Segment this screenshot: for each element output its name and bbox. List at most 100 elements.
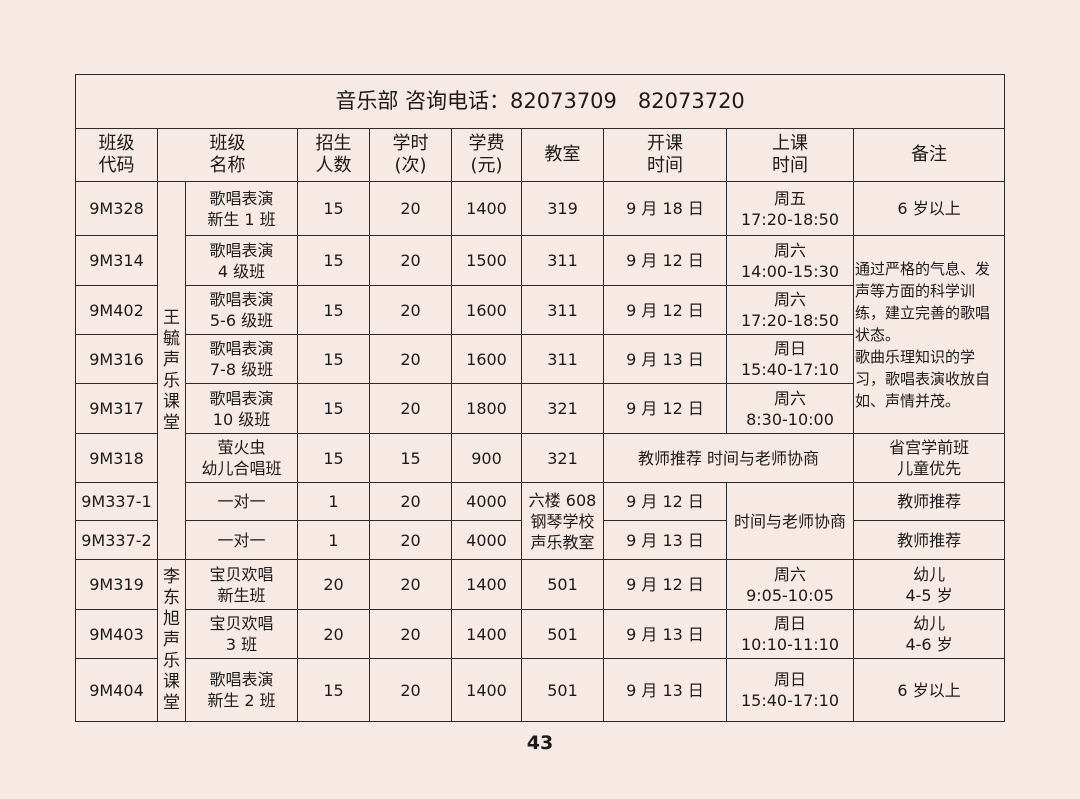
cell-count: 20 — [297, 559, 370, 610]
cell-start: 9 月 12 日 — [603, 235, 727, 286]
cell-room: 311 — [521, 285, 604, 335]
cell-time: 周日 10:10-11:10 — [726, 609, 854, 659]
cell-hours: 20 — [369, 334, 452, 384]
cell-start: 9 月 13 日 — [603, 334, 727, 384]
cell-room: 六楼 608 钢琴学校 声乐教室 — [521, 482, 604, 560]
table-title: 音乐部 咨询电话：82073709 82073720 — [74, 74, 1006, 129]
cell-fee: 900 — [451, 433, 522, 483]
cell-room: 319 — [521, 181, 604, 236]
cell-name: 歌唱表演 新生 2 班 — [185, 658, 298, 722]
cell-start: 9 月 12 日 — [603, 285, 727, 335]
cell-note: 幼儿 4-5 岁 — [852, 559, 1006, 610]
cell-name: 一对一 — [185, 520, 298, 560]
cell-time: 周五 17:20-18:50 — [726, 181, 854, 236]
header-fee: 学费 (元) — [451, 128, 522, 182]
cell-name: 宝贝欢唱 新生班 — [185, 559, 298, 610]
cell-name: 一对一 — [185, 482, 298, 521]
cell-note: 6 岁以上 — [852, 181, 1006, 236]
cell-time: 周日 15:40-17:10 — [726, 658, 854, 722]
cell-fee: 1400 — [451, 559, 522, 610]
cell-name: 宝贝欢唱 3 班 — [185, 609, 298, 659]
teacher-cell: 李 东 旭 声 乐 课 堂 — [157, 559, 186, 722]
cell-code: 9M403 — [75, 609, 158, 659]
cell-name: 歌唱表演 新生 1 班 — [185, 181, 298, 236]
cell-note: 6 岁以上 — [852, 658, 1006, 722]
cell-hours: 20 — [369, 383, 452, 434]
cell-room: 321 — [521, 383, 604, 434]
cell-room: 501 — [521, 609, 604, 659]
header-code: 班级 代码 — [75, 128, 158, 182]
cell-count: 15 — [297, 433, 370, 483]
cell-code: 9M319 — [75, 559, 158, 610]
cell-start: 9 月 12 日 — [603, 383, 727, 434]
cell-hours: 15 — [369, 433, 452, 483]
cell-count: 15 — [297, 658, 370, 722]
cell-hours: 20 — [369, 559, 452, 610]
cell-name: 歌唱表演 5-6 级班 — [185, 285, 298, 335]
cell-room: 311 — [521, 334, 604, 384]
header-note: 备注 — [852, 128, 1006, 182]
cell-note: 教师推荐 — [852, 520, 1006, 560]
table-row: 9M404 歌唱表演 新生 2 班 15 20 1400 501 9 月 13 … — [75, 658, 1006, 722]
cell-count: 15 — [297, 181, 370, 236]
table-row: 9M337-2 一对一 1 20 4000 9 月 13 日 教师推荐 — [75, 520, 1006, 560]
table-row: 9M318 萤火虫 幼儿合唱班 15 15 900 321 教师推荐 时间与老师… — [75, 433, 1006, 483]
page-number: 43 — [526, 732, 554, 754]
cell-start: 9 月 13 日 — [603, 520, 727, 560]
cell-start: 9 月 12 日 — [603, 559, 727, 610]
cell-note: 教师推荐 — [852, 482, 1006, 521]
cell-fee: 4000 — [451, 520, 522, 560]
table-row: 9M314 歌唱表演 4 级班 15 20 1500 311 9 月 12 日 … — [75, 235, 1006, 434]
cell-count: 15 — [297, 235, 370, 286]
cell-fee: 1600 — [451, 285, 522, 335]
cell-start-time: 教师推荐 时间与老师协商 — [603, 433, 854, 483]
cell-count: 15 — [297, 383, 370, 434]
cell-hours: 20 — [369, 658, 452, 722]
cell-code: 9M318 — [75, 433, 158, 483]
course-table: 音乐部 咨询电话：82073709 82073720 班级 代码 班级 名称 招… — [74, 74, 1006, 722]
cell-name: 歌唱表演 7-8 级班 — [185, 334, 298, 384]
teacher-cell: 王 毓 声 乐 课 堂 — [157, 181, 186, 560]
cell-count: 1 — [297, 482, 370, 521]
cell-room: 501 — [521, 559, 604, 610]
cell-fee: 1800 — [451, 383, 522, 434]
cell-hours: 20 — [369, 520, 452, 560]
cell-fee: 1400 — [451, 609, 522, 659]
cell-code: 9M337-2 — [75, 520, 158, 560]
header-room: 教室 — [521, 128, 604, 182]
cell-count: 20 — [297, 609, 370, 659]
cell-hours: 20 — [369, 482, 452, 521]
cell-name: 歌唱表演 10 级班 — [185, 383, 298, 434]
cell-fee: 1600 — [451, 334, 522, 384]
table-row: 9M403 宝贝欢唱 3 班 20 20 1400 501 9 月 13 日 周… — [75, 609, 1006, 659]
cell-start: 9 月 18 日 — [603, 181, 727, 236]
cell-start: 9 月 13 日 — [603, 609, 727, 659]
table-row: 9M402 歌唱表演 5-6 级班 15 20 1600 311 9 月 12 … — [75, 285, 1005, 335]
header-start: 开课 时间 — [603, 128, 727, 182]
table-row: 9M319 李 东 旭 声 乐 课 堂 宝贝欢唱 新生班 20 20 1400 … — [75, 559, 1006, 722]
table-row: 9M328 王 毓 声 乐 课 堂 歌唱表演 新生 1 班 15 20 1400… — [75, 181, 1006, 560]
cell-room: 321 — [521, 433, 604, 483]
cell-code: 9M404 — [75, 658, 158, 722]
header-time: 上课 时间 — [726, 128, 854, 182]
cell-code: 9M337-1 — [75, 482, 158, 521]
cell-code: 9M314 — [75, 235, 158, 286]
cell-hours: 20 — [369, 609, 452, 659]
table-row: 9M317 歌唱表演 10 级班 15 20 1800 321 9 月 12 日… — [75, 383, 1005, 434]
cell-hours: 20 — [369, 235, 452, 286]
header-row: 班级 代码 班级 名称 招生 人数 学时 (次) 学费 (元) 教室 开课 时间… — [75, 128, 1006, 182]
cell-time: 周六 8:30-10:00 — [726, 383, 854, 434]
cell-time: 周六 14:00-15:30 — [726, 235, 854, 286]
table-row: 9M316 歌唱表演 7-8 级班 15 20 1600 311 9 月 13 … — [75, 334, 1005, 384]
cell-code: 9M317 — [75, 383, 158, 434]
header-hours: 学时 (次) — [369, 128, 452, 182]
cell-note: 通过严格的气息、发声等方面的科学训练，建立完善的歌唱状态。 歌曲乐理知识的学习，… — [852, 235, 1006, 434]
table-row: 9M337-1 一对一 1 20 4000 六楼 608 钢琴学校 声乐教室 9… — [75, 482, 1006, 560]
cell-room: 311 — [521, 235, 604, 286]
cell-time: 周六 9:05-10:05 — [726, 559, 854, 610]
cell-fee: 1500 — [451, 235, 522, 286]
cell-code: 9M316 — [75, 334, 158, 384]
cell-code: 9M402 — [75, 285, 158, 335]
cell-name: 萤火虫 幼儿合唱班 — [185, 433, 298, 483]
cell-time: 周六 17:20-18:50 — [726, 285, 854, 335]
